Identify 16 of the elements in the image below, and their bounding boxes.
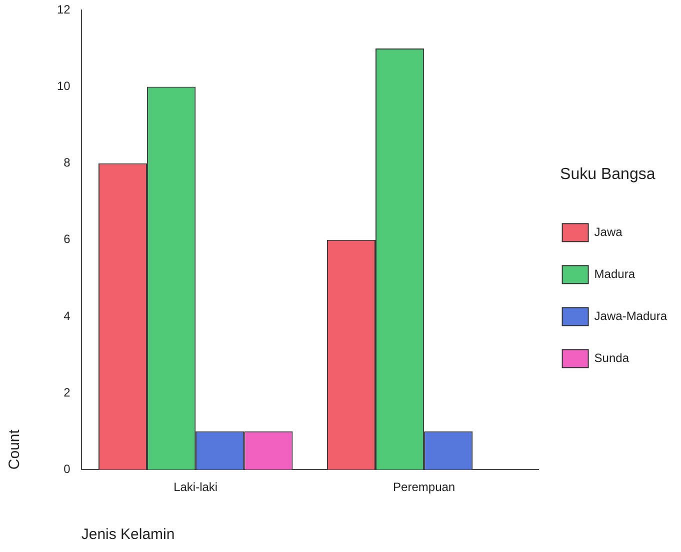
legend-label: Jawa: [594, 224, 623, 239]
y-tick-label: 6: [64, 232, 71, 246]
legend-title: Suku Bangsa: [560, 166, 656, 183]
y-tick-label: 10: [56, 79, 71, 94]
y-tick-label: 0: [64, 462, 71, 476]
y-tick-label: 2: [64, 385, 71, 400]
y-axis-title: Count: [6, 428, 24, 470]
legend-label: Jawa-Madura: [594, 308, 668, 323]
x-tick-label: Perempuan: [393, 480, 456, 494]
x-axis-title: Jenis Kelamin: [81, 526, 175, 544]
x-tick-label: Laki-laki: [174, 480, 218, 494]
y-tick-label: 8: [64, 156, 71, 170]
y-tick-label: 4: [64, 308, 71, 323]
legend-label: Sunda: [594, 350, 630, 365]
y-tick-label: 12: [56, 2, 71, 17]
legend-label: Madura: [594, 266, 636, 281]
